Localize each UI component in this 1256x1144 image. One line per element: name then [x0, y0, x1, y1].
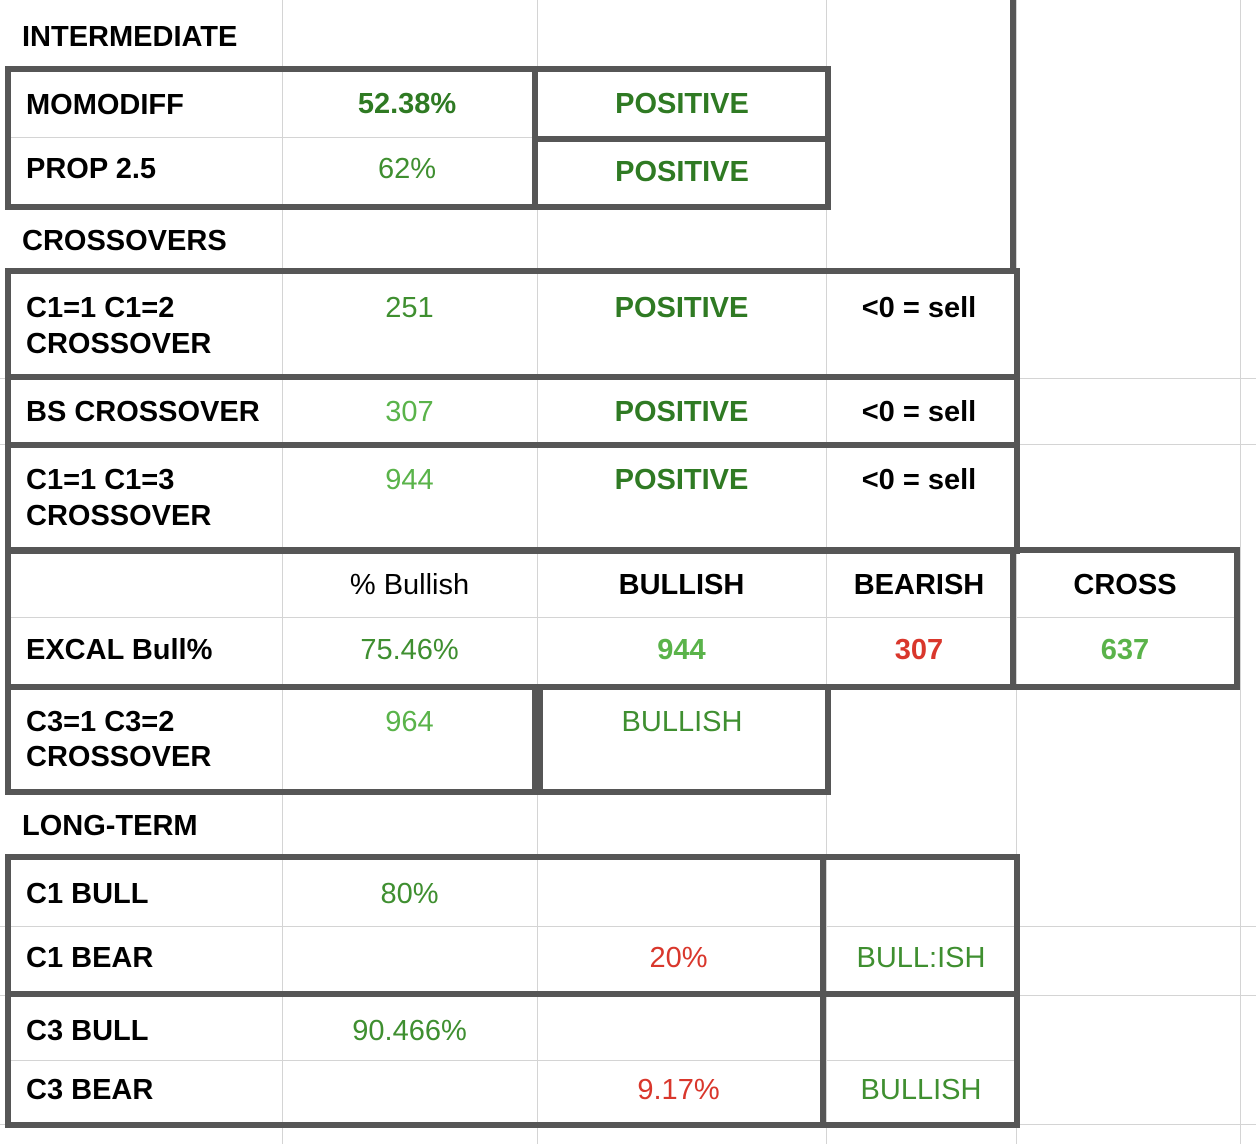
c3-bear-value: 9.17% [637, 1074, 720, 1106]
c3-long-status: BULLISH [860, 1074, 982, 1106]
row-divider [10, 1060, 1015, 1061]
grid-col-line [282, 0, 283, 1144]
excal-cross: 637 [1100, 634, 1150, 666]
c1-13-note: <0 = sell [861, 464, 977, 496]
c3-bear-label: C3 BEAR [26, 1074, 154, 1106]
c1-bull-label: C1 BULL [26, 878, 149, 910]
excal-pct: 75.46% [360, 634, 459, 666]
c1-12-value: 251 [385, 292, 434, 324]
c1-13-status: POSITIVE [614, 464, 749, 496]
c3-12-label-line1: C3=1 C3=2 [26, 706, 175, 738]
excal-header-bearish: BEARISH [853, 569, 985, 601]
row-divider [10, 926, 1015, 927]
outline-right-top [1010, 0, 1020, 274]
row-divider [10, 137, 532, 138]
box-c3-12 [5, 684, 543, 795]
c3-bull-value: 90.466% [352, 1015, 467, 1047]
excal-bullish: 944 [657, 634, 706, 666]
c1-13-label-line2: CROSSOVER [26, 500, 212, 532]
c1-12-label-line1: C1=1 C1=2 [26, 292, 175, 324]
box-excal-cross [1010, 547, 1240, 690]
excal-label: EXCAL Bull% [26, 634, 213, 666]
bs-status: POSITIVE [614, 396, 749, 428]
section-intermediate: INTERMEDIATE [22, 21, 238, 53]
prop-value: 62% [377, 153, 437, 185]
c1-13-label-line1: C1=1 C1=3 [26, 464, 175, 496]
c3-bull-label: C3 BULL [26, 1015, 149, 1047]
c3-12-label-line2: CROSSOVER [26, 741, 212, 773]
bs-note: <0 = sell [861, 396, 977, 428]
c1-12-label-line2: CROSSOVER [26, 328, 212, 360]
c1-bull-value: 80% [380, 878, 439, 910]
excal-header-cross: CROSS [1073, 569, 1177, 601]
momodiff-status: POSITIVE [615, 88, 749, 120]
grid-col-line [826, 0, 827, 1144]
momodiff-label: MOMODIFF [26, 89, 184, 121]
c1-bear-value: 20% [649, 942, 708, 974]
box-prop-status [532, 136, 831, 210]
bs-label: BS CROSSOVER [26, 396, 260, 428]
bs-value: 307 [385, 396, 434, 428]
momodiff-value: 52.38% [357, 88, 457, 120]
c1-long-status: BULL:ISH [856, 942, 986, 974]
c1-12-note: <0 = sell [861, 292, 977, 324]
box-c3-12-status [532, 684, 831, 795]
c3-12-value: 964 [385, 706, 434, 738]
grid-col-line [1240, 0, 1241, 1144]
section-crossovers: CROSSOVERS [22, 225, 227, 257]
grid-col-line [537, 0, 538, 1144]
box-c3-long-status [820, 991, 1020, 1128]
row-divider [10, 617, 1235, 618]
c1-bear-label: C1 BEAR [26, 942, 154, 974]
c3-12-status: BULLISH [621, 706, 743, 738]
excal-header-bullish: BULLISH [618, 569, 745, 601]
c1-13-value: 944 [385, 464, 434, 496]
excal-header-pct: % Bullish [349, 569, 470, 601]
prop-label: PROP 2.5 [26, 153, 157, 185]
prop-status: POSITIVE [615, 156, 749, 188]
c1-12-status: POSITIVE [614, 292, 749, 324]
excal-bearish: 307 [894, 634, 944, 666]
section-long-term: LONG-TERM [22, 810, 198, 842]
grid-col-line [1016, 0, 1017, 1144]
